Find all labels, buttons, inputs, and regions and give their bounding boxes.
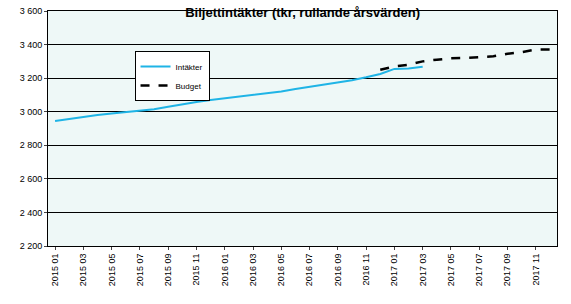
svg-text:2016 05: 2016 05: [276, 254, 286, 287]
svg-text:Biljettintäkter (tkr, rullande: Biljettintäkter (tkr, rullande årsvärden…: [185, 5, 420, 20]
svg-text:2015 07: 2015 07: [135, 254, 145, 287]
svg-text:3 400: 3 400: [20, 40, 43, 50]
svg-text:2017 11: 2017 11: [531, 254, 541, 286]
svg-text:2015 03: 2015 03: [78, 254, 88, 287]
svg-text:2017 03: 2017 03: [418, 254, 428, 287]
svg-text:2 800: 2 800: [20, 140, 43, 150]
svg-text:3 000: 3 000: [20, 107, 43, 117]
svg-text:2016 07: 2016 07: [304, 254, 314, 287]
svg-text:2016 01: 2016 01: [220, 254, 230, 287]
svg-text:2016 09: 2016 09: [333, 254, 343, 287]
svg-text:2017 07: 2017 07: [474, 254, 484, 287]
svg-text:Intäkter: Intäkter: [176, 63, 203, 72]
svg-text:2 200: 2 200: [20, 241, 43, 251]
svg-text:2015 11: 2015 11: [191, 254, 201, 286]
svg-text:2017 09: 2017 09: [502, 254, 512, 287]
svg-text:Budget: Budget: [176, 82, 202, 91]
svg-text:2015 05: 2015 05: [107, 254, 117, 287]
svg-text:2015 09: 2015 09: [163, 254, 173, 287]
svg-text:3 600: 3 600: [20, 6, 43, 16]
svg-text:2016 11: 2016 11: [361, 254, 371, 286]
svg-text:2017 01: 2017 01: [389, 254, 399, 287]
svg-text:2 400: 2 400: [20, 208, 43, 218]
svg-text:2015 01: 2015 01: [50, 254, 60, 287]
svg-text:2016 03: 2016 03: [248, 254, 258, 287]
svg-text:2017 05: 2017 05: [446, 254, 456, 287]
svg-text:3 200: 3 200: [20, 73, 43, 83]
svg-text:2 600: 2 600: [20, 174, 43, 184]
